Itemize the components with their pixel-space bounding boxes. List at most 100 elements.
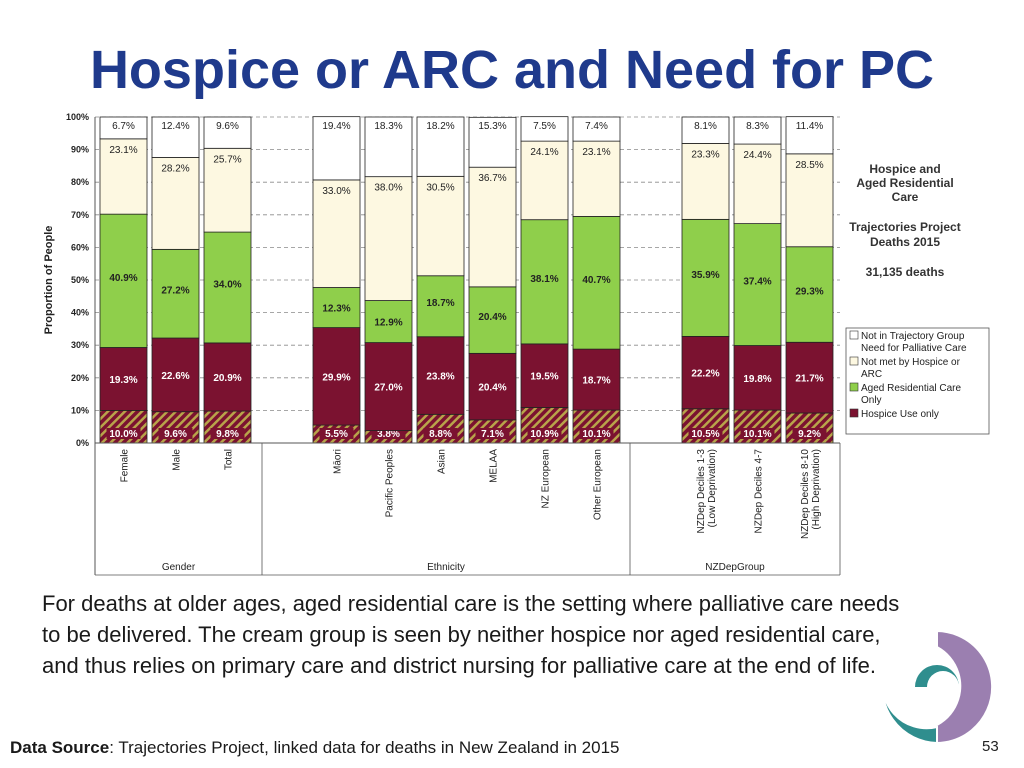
y-tick-label: 30% xyxy=(71,340,89,350)
legend-item-not-in-group-swatch xyxy=(849,330,859,340)
not-met-segment xyxy=(416,175,465,277)
data-label: 15.3% xyxy=(478,121,506,132)
data-label: 9.6% xyxy=(164,429,187,440)
grid-layer xyxy=(95,116,840,411)
legend-box xyxy=(845,327,990,435)
data-label-background xyxy=(371,428,406,439)
hospice-segment xyxy=(416,336,465,415)
axis-layer: 0% 10% 20% 30% 40% 50% 60% 70% 80% 90% 100% Proport… xyxy=(43,112,840,575)
not-met-segment xyxy=(785,153,834,248)
not-met-segment xyxy=(468,166,517,288)
data-label: 29.3% xyxy=(795,287,823,298)
data-label: 33.0% xyxy=(322,186,350,197)
y-axis-label: Proportion of People xyxy=(43,226,55,335)
data-label: 8.3% xyxy=(746,121,769,132)
y-tick-label: 50% xyxy=(71,275,89,285)
legend-item-arc-label: Only xyxy=(861,395,882,406)
data-label: 21.7% xyxy=(795,374,823,385)
annotation-count: 31,135 deaths xyxy=(866,265,945,279)
data-label: 8.1% xyxy=(694,121,717,132)
category-label: NZDep Deciles 4-7 xyxy=(754,449,765,534)
data-label: 5.5% xyxy=(325,429,348,440)
data-label: 24.1% xyxy=(530,147,558,158)
legend-item-arc-label: Aged Residential Care xyxy=(861,383,961,394)
arc-segment xyxy=(151,248,200,339)
not-in-group-segment xyxy=(572,116,621,142)
data-label: 18.2% xyxy=(426,121,454,132)
category-label: Female xyxy=(120,449,131,483)
data-label: 40.9% xyxy=(109,273,137,284)
y-tick-label: 10% xyxy=(71,405,89,415)
group-label: Ethnicity xyxy=(427,562,465,573)
data-source-label: Data Source xyxy=(10,738,110,757)
data-label-background xyxy=(423,428,458,439)
page-number: 53 xyxy=(982,738,999,755)
data-label: 18.7% xyxy=(582,376,610,387)
data-label-background xyxy=(688,428,723,439)
hospice-segment xyxy=(364,342,413,432)
arc-segment xyxy=(312,287,361,328)
data-label: 7.4% xyxy=(585,121,608,132)
hospice-segment xyxy=(681,335,730,410)
not-in-group-segment xyxy=(468,116,517,168)
not-met-segment xyxy=(312,179,361,288)
body-paragraph: For deaths at older ages, aged residenti… xyxy=(42,591,900,678)
annotation-subtitle: Deaths 2015 xyxy=(870,235,940,249)
category-label: (Low Deprivation) xyxy=(707,449,718,527)
y-tick-label: 60% xyxy=(71,242,89,252)
category-label: Male xyxy=(172,449,183,471)
data-label: 11.4% xyxy=(796,121,824,132)
data-source-text: : Trajectories Project, linked data for … xyxy=(109,738,620,757)
data-label: 23.1% xyxy=(109,145,137,156)
category-label: NZDep Deciles 1-3 xyxy=(696,449,707,534)
annotation-title: Aged Residential xyxy=(856,176,953,190)
data-label: 23.3% xyxy=(691,149,719,160)
data-label: 10.5% xyxy=(691,429,719,440)
data-label: 40.7% xyxy=(582,275,610,286)
data-label-background xyxy=(210,428,245,439)
arc-segment xyxy=(364,300,413,343)
y-tick-label: 80% xyxy=(71,177,89,187)
data-label: 36.7% xyxy=(478,173,506,184)
data-label: 20.4% xyxy=(478,383,506,394)
data-label: 18.7% xyxy=(426,298,454,309)
not-met-segment xyxy=(520,140,569,221)
category-label: MELAA xyxy=(489,449,500,483)
data-label: 23.8% xyxy=(426,372,454,383)
data-label: 12.4% xyxy=(161,121,189,132)
data-label: 20.9% xyxy=(213,373,241,384)
data-label: 29.9% xyxy=(322,372,350,383)
data-label: 9.6% xyxy=(216,121,239,132)
not-in-group-segment xyxy=(364,116,413,178)
data-label: 35.9% xyxy=(691,270,719,281)
data-label-background xyxy=(527,428,562,439)
category-label: NZDep Deciles 8-10 xyxy=(800,449,811,539)
data-label: 23.1% xyxy=(582,147,610,158)
data-label-background xyxy=(319,428,354,439)
annotation-subtitle: Trajectories Project xyxy=(849,220,960,234)
category-label: Māori xyxy=(333,449,344,474)
data-label: 9.8% xyxy=(216,429,239,440)
data-label: 22.6% xyxy=(161,371,189,382)
data-label-background xyxy=(579,428,614,439)
data-label-background xyxy=(475,428,510,439)
legend-item-hospice-label: Hospice Use only xyxy=(861,409,939,420)
data-label: 9.2% xyxy=(798,429,821,440)
data-label: 7.5% xyxy=(533,121,556,132)
hospice-segment xyxy=(468,352,517,421)
y-tick-label: 100% xyxy=(66,112,89,122)
data-label: 10.0% xyxy=(109,429,137,440)
data-label: 6.7% xyxy=(112,121,135,132)
data-label: 20.4% xyxy=(478,312,506,323)
group-label: NZDepGroup xyxy=(705,562,765,573)
group-label: Gender xyxy=(162,562,196,573)
data-label: 12.3% xyxy=(322,304,350,315)
data-label: 19.5% xyxy=(530,372,558,383)
not-in-group-segment xyxy=(312,116,361,181)
logo-inner-teal xyxy=(915,665,959,687)
y-tick-label: 90% xyxy=(71,145,89,155)
legend-item-not-met-label: Not met by Hospice or xyxy=(861,357,961,368)
data-label: 10.1% xyxy=(743,429,771,440)
category-label: Other European xyxy=(593,449,604,520)
